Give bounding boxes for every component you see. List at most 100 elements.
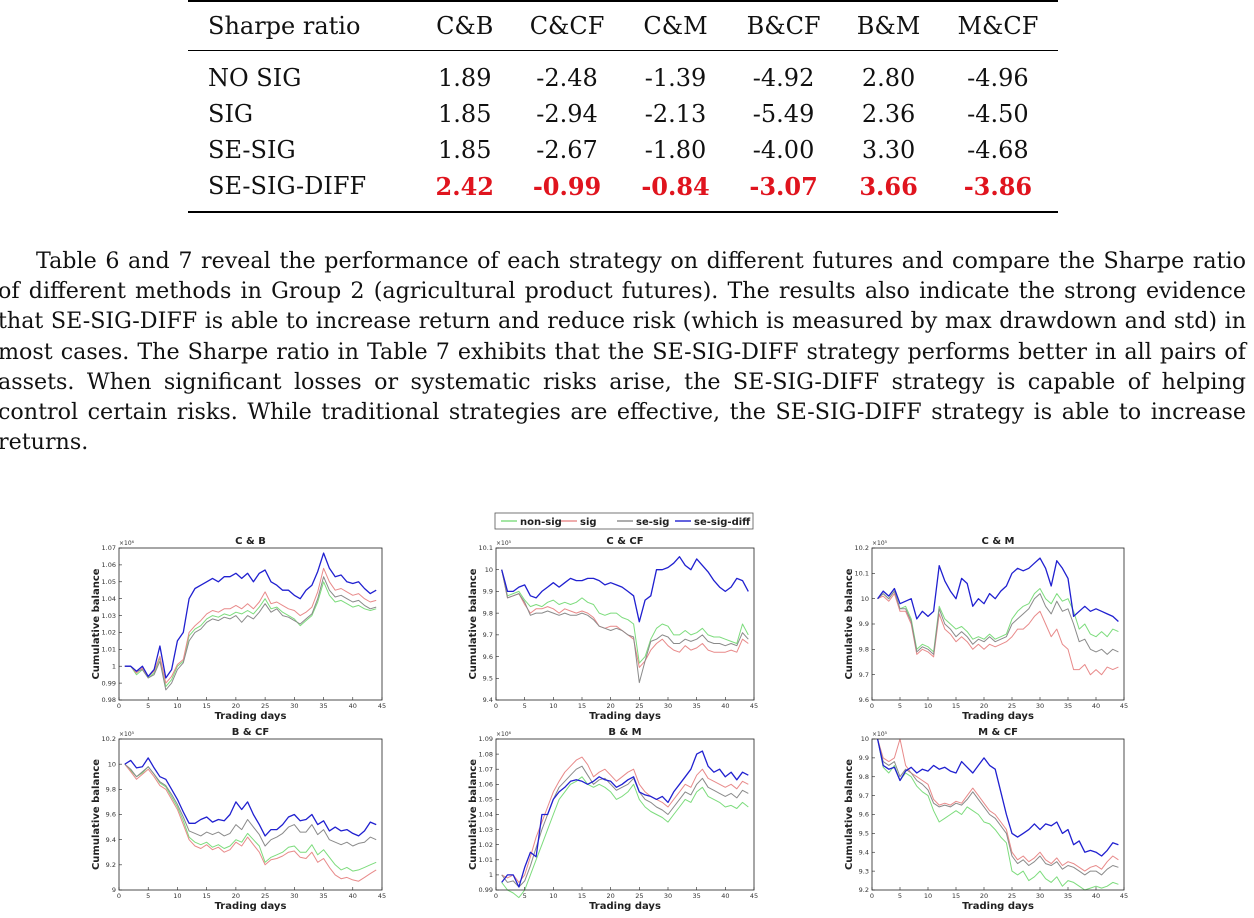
x-tick-label: 40 [349, 892, 357, 900]
x-tick-label: 0 [870, 702, 874, 710]
y-tick-label: 9.6 [483, 653, 493, 661]
x-tick-label: 20 [980, 702, 988, 710]
table-cell: 1.85 [438, 136, 492, 164]
y-tick-label: 9.8 [859, 646, 869, 654]
x-axis-label: Trading days [215, 711, 287, 722]
x-tick-label: 45 [1120, 892, 1128, 900]
x-tick-label: 10 [173, 702, 181, 710]
column-header: B&M [839, 0, 938, 51]
x-tick-label: 5 [898, 702, 902, 710]
chart-panel: C & B ×10⁶ 0 5 10 15 20 25 30 35 40 45 0.98 0.99 1 1.01… [91, 536, 386, 722]
x-tick-label: 15 [578, 892, 586, 900]
x-tick-label: 25 [635, 892, 643, 900]
x-tick-label: 30 [1036, 702, 1044, 710]
x-tick-label: 0 [494, 892, 498, 900]
x-tick-label: 15 [203, 702, 211, 710]
series-line-sig [877, 738, 1119, 872]
table-cell: -4.92 [752, 64, 815, 92]
axis-exponent: ×10⁶ [119, 540, 135, 547]
y-tick-label: 10 [861, 735, 869, 743]
y-tick-label: 1.04 [102, 595, 116, 603]
y-tick-label: 1.07 [102, 544, 116, 552]
y-tick-label: 0.99 [102, 679, 116, 687]
results-table: Sharpe ratio C&B C&CF C&M B&CF B&M M&CF NO SIG… [188, 0, 1058, 213]
x-tick-label: 25 [1008, 702, 1016, 710]
x-tick-label: 25 [1008, 892, 1016, 900]
series-line-se-sig [124, 763, 377, 847]
x-tick-label: 40 [1092, 702, 1100, 710]
series-line-se-sig-diff [877, 557, 1119, 622]
x-tick-label: 35 [319, 702, 327, 710]
x-tick-label: 15 [952, 892, 960, 900]
x-tick-label: 0 [494, 702, 498, 710]
row-label: SE-SIG-DIFF [188, 168, 419, 213]
x-tick-label: 0 [117, 702, 121, 710]
y-tick-label: 1.09 [479, 735, 493, 743]
y-tick-label: 9.9 [859, 620, 869, 628]
series-line-sig [124, 567, 377, 684]
plot-frame [495, 738, 755, 891]
axis-exponent: ×10⁵ [496, 540, 512, 547]
legend-label-non-sig: non-sig [520, 517, 562, 528]
x-tick-label: 40 [721, 702, 729, 710]
chart-panel: B & M ×10⁶ 0 5 10 15 20 25 30 35 40 45 0.99 1 1.01 1.02… [468, 727, 758, 912]
x-tick-label: 0 [117, 892, 121, 900]
chart-title: C & B [235, 536, 266, 547]
y-tick-label: 9.7 [859, 671, 869, 679]
y-tick-label: 9.9 [483, 588, 493, 596]
column-header: C&B [418, 0, 511, 51]
chart-title: C & M [982, 536, 1015, 547]
x-tick-label: 20 [232, 892, 240, 900]
x-tick-label: 10 [924, 702, 932, 710]
axis-exponent: ×10⁶ [496, 731, 512, 738]
y-tick-label: 0.99 [479, 886, 493, 894]
table-cell: -4.96 [967, 64, 1029, 92]
results-figure: non-sig sig se-sig se-sig-diff C & B ×10⁶ 0 5 10… [0, 505, 1254, 918]
x-axis-label: Trading days [215, 901, 287, 912]
chart-panel: B & CF ×10⁵ 0 5 10 15 20 25 30 35 40 45 9 9.2 9.4 9.6 9.… [91, 727, 386, 912]
x-tick-label: 10 [549, 892, 557, 900]
table-cell: 3.66 [839, 168, 938, 213]
y-tick-label: 9.3 [859, 867, 869, 875]
legend-label-se-sig: se-sig [636, 517, 669, 528]
table-row: NO SIG 1.89 -2.48 -1.39 -4.92 2.80 -4.96 [188, 51, 1058, 97]
chart-panel: M & CF ×10⁵ 0 5 10 15 20 25 30 35 40 45 9.2 9.3 9.4 9.5… [844, 727, 1128, 912]
table-cell: 1.85 [438, 100, 492, 128]
series-line-sig [501, 756, 749, 883]
y-tick-label: 1.07 [479, 765, 493, 773]
y-tick-label: 1.03 [479, 826, 493, 834]
x-tick-label: 30 [290, 702, 298, 710]
chart-title: B & M [608, 727, 641, 738]
x-tick-label: 25 [261, 892, 269, 900]
y-tick-label: 9 [112, 886, 116, 894]
table-header: Sharpe ratio C&B C&CF C&M B&CF B&M M&CF [188, 0, 1058, 51]
x-tick-label: 15 [578, 702, 586, 710]
y-tick-label: 9.4 [106, 836, 116, 844]
row-label: SE-SIG [208, 136, 296, 164]
x-tick-label: 20 [607, 892, 615, 900]
y-tick-label: 10.2 [102, 735, 116, 743]
y-tick-label: 1.06 [102, 561, 116, 569]
series-line-se-sig-diff [124, 552, 377, 679]
table-cell: 2.36 [861, 100, 916, 128]
y-tick-label: 1.06 [479, 781, 493, 789]
x-tick-label: 15 [952, 702, 960, 710]
x-tick-label: 30 [290, 892, 298, 900]
axis-exponent: ×10⁵ [119, 731, 135, 738]
chart-title: C & CF [606, 536, 643, 547]
x-tick-label: 45 [750, 702, 758, 710]
series-line-non-sig [501, 776, 749, 899]
y-tick-label: 9.4 [483, 696, 493, 704]
table-cell: -0.99 [510, 168, 624, 213]
series-line-se-sig [124, 576, 377, 691]
y-axis-label: Cumulative balance [844, 568, 855, 679]
x-tick-label: 35 [1064, 702, 1072, 710]
table-cell: -3.86 [937, 168, 1058, 213]
series-line-se-sig-diff [124, 757, 377, 837]
series-line-non-sig [877, 588, 1119, 653]
table-header-row: Sharpe ratio C&B C&CF C&M B&CF B&M M&CF [188, 0, 1058, 51]
y-tick-label: 9.8 [106, 786, 116, 794]
y-tick-label: 1 [489, 871, 493, 879]
x-tick-label: 30 [1036, 892, 1044, 900]
